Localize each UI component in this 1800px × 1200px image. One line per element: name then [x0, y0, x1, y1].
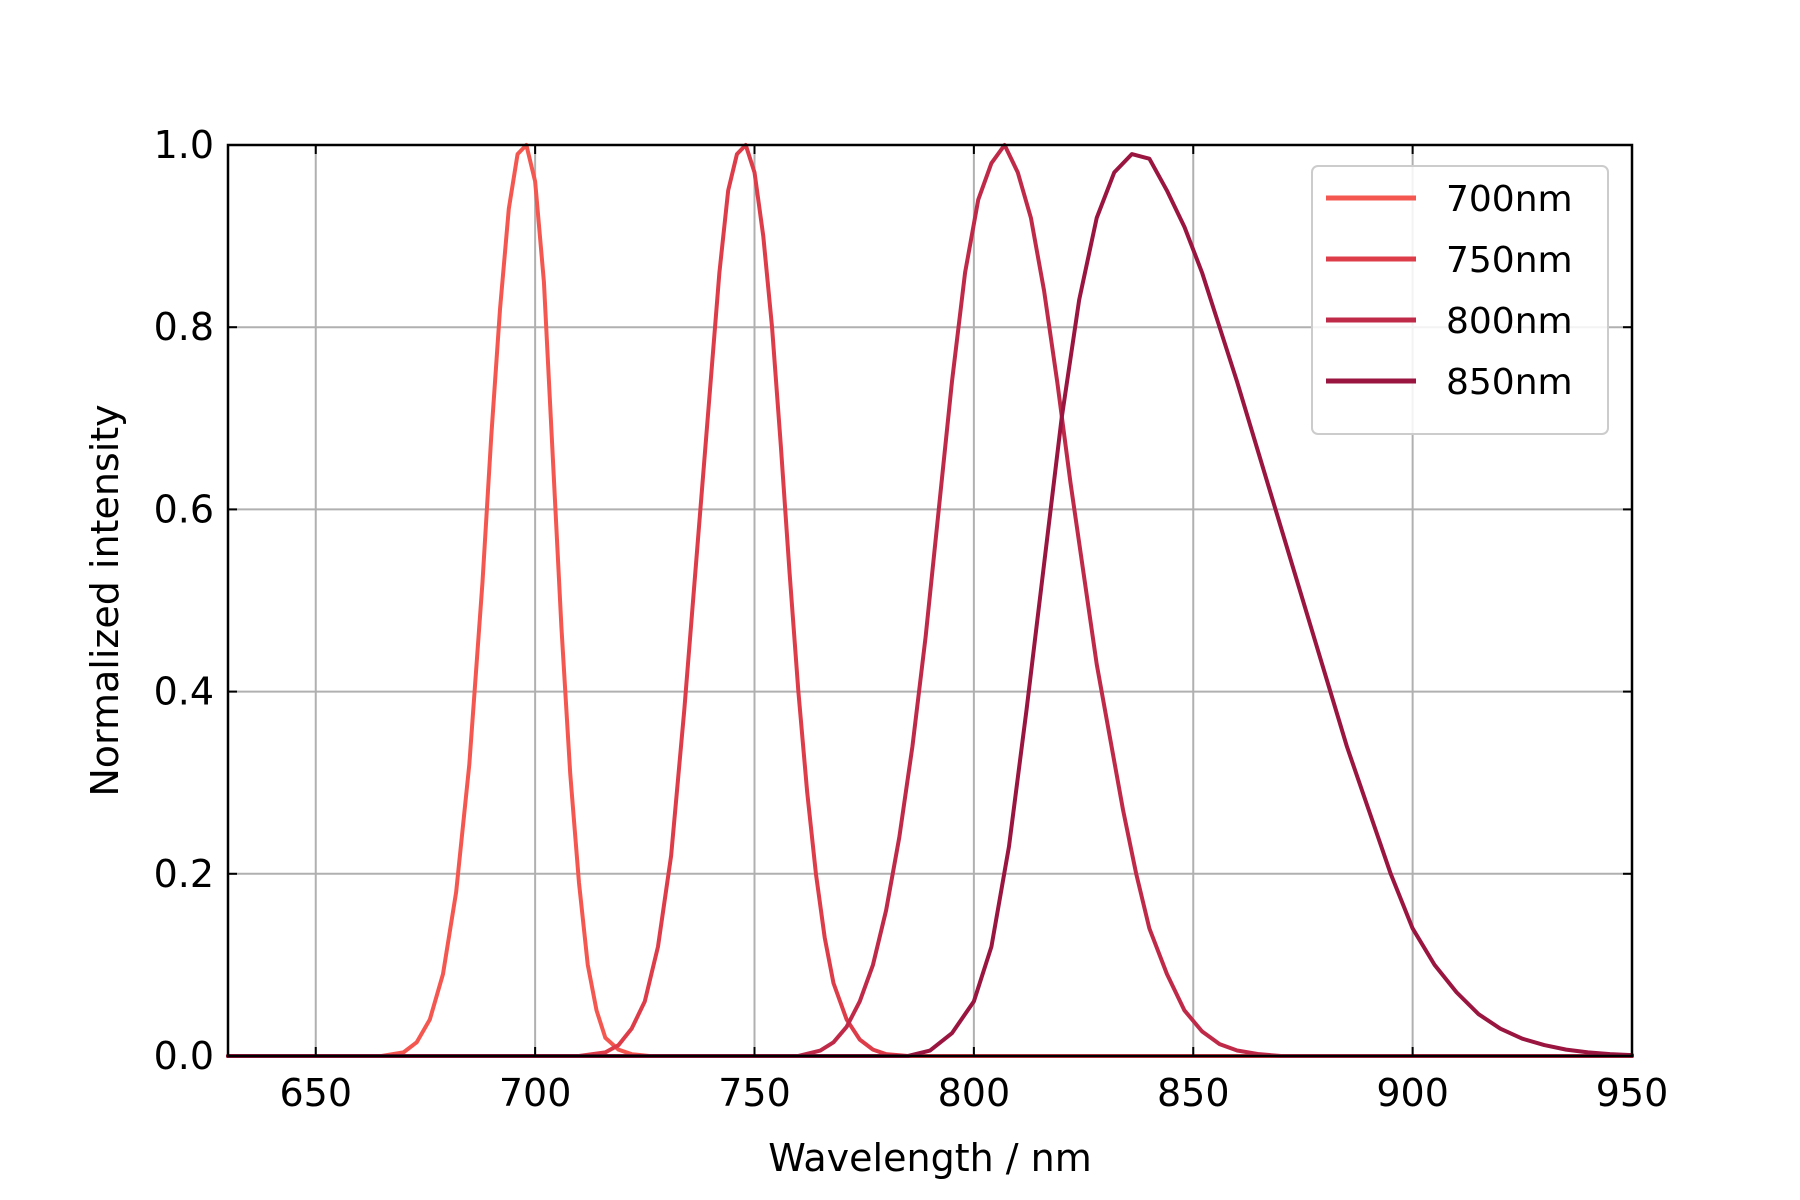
y-tick-label: 1.0 [154, 123, 214, 167]
x-tick-label: 650 [279, 1071, 352, 1115]
series-line-750nm [226, 143, 1634, 1058]
x-tick-label: 850 [1157, 1071, 1230, 1115]
x-tick-label: 750 [718, 1071, 791, 1115]
y-tick-label: 0.2 [154, 852, 214, 896]
series-line-850nm [226, 152, 1634, 1058]
y-tick-label: 0.6 [154, 487, 214, 531]
x-tick-label: 950 [1596, 1071, 1669, 1115]
plot-area-frame [226, 143, 1634, 1058]
y-tick-label: 0.4 [154, 670, 214, 714]
series-lines [226, 143, 1634, 1058]
y-axis-label: Normalized intensity [83, 404, 127, 796]
legend-label: 800nm [1446, 301, 1573, 342]
series-line-700nm [226, 143, 1634, 1058]
legend-box [1311, 165, 1609, 435]
legend-label: 700nm [1446, 179, 1573, 220]
x-tick-label: 700 [499, 1071, 572, 1115]
x-axis-label: Wavelength / nm [768, 1136, 1091, 1180]
x-tick-label: 800 [938, 1071, 1011, 1115]
series-line-800nm [226, 143, 1634, 1058]
legend-label: 750nm [1446, 240, 1573, 281]
axis-ticks: 650 700 750 800 850 900 950 0.0 0.2 0.4 0.6 0.8 1.0 [154, 123, 1669, 1115]
x-tick-label: 900 [1376, 1071, 1449, 1115]
legend-label: 850nm [1446, 362, 1573, 403]
y-tick-label: 0.8 [154, 305, 214, 349]
legend: 700nm 750nm 800nm 850nm [1311, 165, 1609, 435]
y-tick-label: 0.0 [154, 1034, 214, 1078]
